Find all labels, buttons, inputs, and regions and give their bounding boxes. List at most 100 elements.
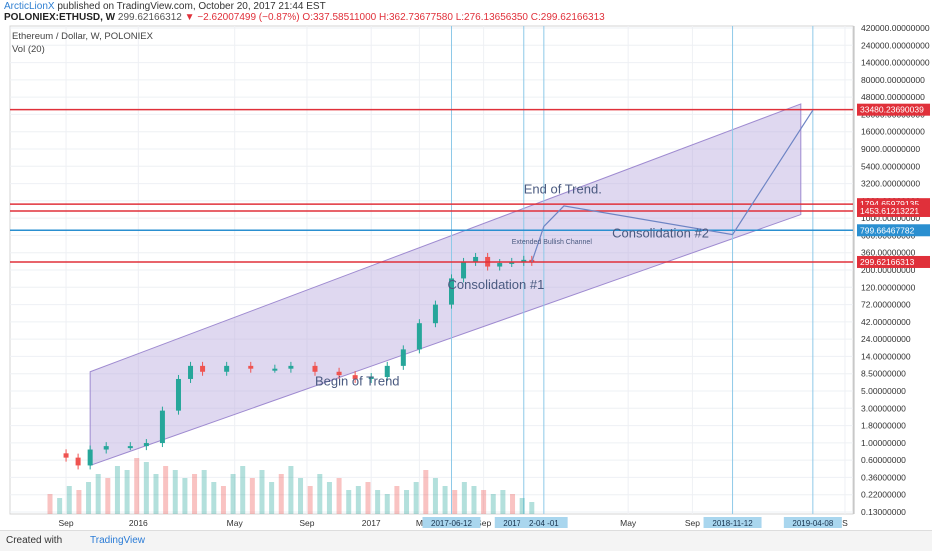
- volume-bar: [442, 486, 448, 514]
- x-tick-label: Sep: [58, 518, 73, 528]
- volume-bar: [57, 498, 63, 514]
- x-tick-label: Sep: [299, 518, 314, 528]
- x-tick-label: 2017: [362, 518, 381, 528]
- volume-bar: [404, 490, 410, 514]
- volume-bar: [317, 474, 323, 514]
- chart-area[interactable]: 420000.00000000 240000.00000000 140000.000…: [0, 23, 932, 530]
- candle-body: [352, 375, 358, 379]
- y-tick-label: 420000.00000000: [861, 24, 930, 33]
- volume-bar: [86, 482, 92, 514]
- price-level-label: 33480.23690039: [860, 105, 924, 115]
- chart-legend: Ethereum / Dollar, W, POLONIEX Vol (20): [12, 30, 153, 56]
- x-tick-label: Sep: [685, 518, 700, 528]
- y-tick-label: 14.00000000: [861, 351, 911, 361]
- symbol-label: POLONIEX:ETHUSD, W: [4, 12, 116, 23]
- volume-bar: [192, 474, 198, 514]
- header-bar: ArcticLionX published on TradingView.com…: [0, 0, 932, 24]
- price-level-badge: [857, 224, 930, 237]
- symbol-line: POLONIEX:ETHUSD, W 299.62166312 ▼ −2.620…: [4, 12, 605, 24]
- date-marker-badge: [703, 517, 762, 528]
- candle-body: [336, 371, 342, 376]
- volume-bar: [249, 478, 255, 514]
- volume-bar: [471, 486, 477, 514]
- volume-bar: [220, 486, 226, 514]
- date-marker-label: 2019-04-08: [792, 519, 833, 528]
- volume-bar: [143, 462, 149, 514]
- price-level-label: 299.62166313: [860, 257, 915, 267]
- candle-body: [272, 368, 278, 371]
- volume-bar: [307, 486, 313, 514]
- y-tick-label: 0.13000000: [861, 507, 906, 517]
- candle-body: [461, 261, 467, 279]
- volume-bar: [153, 474, 159, 514]
- volume-bar: [365, 482, 371, 514]
- y-tick-label: 80000.00000000: [861, 75, 925, 85]
- volume-bar: [346, 490, 352, 514]
- candle-body: [127, 446, 133, 449]
- volume-bar: [105, 478, 111, 514]
- y-tick-label: 1000.00000000: [861, 213, 920, 223]
- candle-body: [521, 259, 527, 262]
- y-tick-label: 200.00000000: [861, 265, 916, 275]
- ohlc-values: O:337.58511000 H:362.73677580 L:276.1365…: [302, 12, 605, 23]
- x-tick-label: 2016: [129, 518, 148, 528]
- volume-bar: [278, 474, 284, 514]
- y-tick-label: 120.00000000: [861, 282, 916, 292]
- y-tick-label: 360.00000000: [861, 248, 916, 258]
- date-marker-label: 2-04 -01: [529, 519, 559, 528]
- candle-body: [432, 304, 438, 324]
- projection-path: [531, 109, 814, 263]
- volume-bar: [384, 494, 390, 514]
- volume-bar: [269, 482, 275, 514]
- volume-bar: [394, 486, 400, 514]
- candle-body: [75, 457, 81, 466]
- volume-bar: [134, 458, 140, 514]
- price-level-label: 1794.65979135: [860, 199, 919, 209]
- price-chart[interactable]: 420000.00000000 240000.00000000 140000.000…: [0, 23, 932, 530]
- volume-bar: [336, 478, 342, 514]
- volume-bar: [240, 466, 246, 514]
- candle-body: [248, 365, 254, 369]
- candle-body: [224, 365, 230, 372]
- volume-bar: [66, 486, 72, 514]
- last-price: 299.62166312: [117, 12, 182, 23]
- footer: Created with TradingView: [0, 530, 932, 551]
- y-tick-label: 3.00000000: [861, 403, 906, 413]
- candle-body: [368, 377, 374, 380]
- y-tick-label: 48000.00000000: [861, 92, 925, 102]
- y-tick-label: 16000.00000000: [861, 127, 925, 137]
- volume-bar: [519, 498, 525, 514]
- candle-body: [143, 443, 149, 447]
- legend-title: Ethereum / Dollar, W, POLONIEX: [12, 31, 153, 42]
- price-level-label: 799.66467782: [860, 225, 915, 235]
- date-marker-label: 2017-06-12: [431, 519, 472, 528]
- volume-bar: [259, 470, 265, 514]
- created-with-text: Created with: [6, 535, 63, 546]
- annotation-consolidation-1: Consolidation #1: [447, 277, 544, 292]
- volume-bar: [481, 490, 487, 514]
- y-tick-label: 3200.00000000: [861, 179, 920, 189]
- volume-bar: [172, 470, 178, 514]
- price-change: ▼ −2.62007499 (−0.87%): [184, 12, 300, 23]
- y-tick-label: 8.50000000: [861, 369, 906, 379]
- candle-body: [416, 323, 422, 350]
- volume-bar: [114, 466, 120, 514]
- y-tick-label: 72.00000000: [861, 300, 911, 310]
- candle-body: [103, 446, 109, 450]
- y-tick-label: 5400.00000000: [861, 161, 920, 171]
- volume-bar: [432, 478, 438, 514]
- volume-bar: [182, 478, 188, 514]
- price-level-badge: [857, 204, 930, 217]
- tradingview-logo-text[interactable]: TradingView: [90, 535, 146, 546]
- price-level-label: 1453.61213221: [860, 206, 919, 216]
- legend-vol: Vol (20): [12, 44, 45, 55]
- volume-bar: [288, 466, 294, 514]
- author-link[interactable]: ArcticLionX: [4, 1, 55, 12]
- y-tick-label: 0.36000000: [861, 472, 906, 482]
- volume-bar: [461, 482, 467, 514]
- candle-body: [175, 378, 181, 411]
- volume-bar: [298, 478, 304, 514]
- annotation-consolidation-2: Consolidation #2: [612, 225, 709, 240]
- date-marker-badge: [422, 517, 481, 528]
- bullish-channel: [89, 103, 802, 467]
